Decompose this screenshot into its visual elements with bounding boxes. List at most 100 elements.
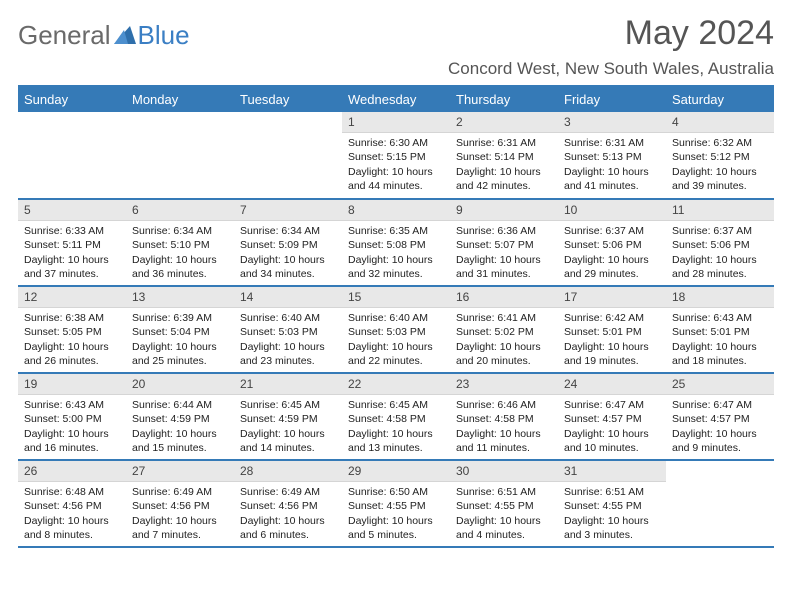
daylight-text: Daylight: 10 hours and 14 minutes. bbox=[240, 427, 336, 455]
daylight-text: Daylight: 10 hours and 13 minutes. bbox=[348, 427, 444, 455]
day-body: Sunrise: 6:49 AMSunset: 4:56 PMDaylight:… bbox=[126, 482, 234, 545]
calendar-cell: 27Sunrise: 6:49 AMSunset: 4:56 PMDayligh… bbox=[126, 460, 234, 546]
day-body: Sunrise: 6:45 AMSunset: 4:59 PMDaylight:… bbox=[234, 395, 342, 458]
day-number: 24 bbox=[558, 374, 666, 395]
weekday-header: Tuesday bbox=[234, 87, 342, 112]
sunset-text: Sunset: 4:56 PM bbox=[240, 499, 336, 513]
sunset-text: Sunset: 4:55 PM bbox=[348, 499, 444, 513]
day-body: Sunrise: 6:40 AMSunset: 5:03 PMDaylight:… bbox=[342, 308, 450, 371]
daylight-text: Daylight: 10 hours and 20 minutes. bbox=[456, 340, 552, 368]
day-number: 27 bbox=[126, 461, 234, 482]
daylight-text: Daylight: 10 hours and 18 minutes. bbox=[672, 340, 768, 368]
calendar-cell: 19Sunrise: 6:43 AMSunset: 5:00 PMDayligh… bbox=[18, 373, 126, 459]
sunset-text: Sunset: 5:00 PM bbox=[24, 412, 120, 426]
sunset-text: Sunset: 5:06 PM bbox=[564, 238, 660, 252]
sunset-text: Sunset: 5:09 PM bbox=[240, 238, 336, 252]
sunrise-text: Sunrise: 6:44 AM bbox=[132, 398, 228, 412]
daylight-text: Daylight: 10 hours and 34 minutes. bbox=[240, 253, 336, 281]
calendar-cell: 29Sunrise: 6:50 AMSunset: 4:55 PMDayligh… bbox=[342, 460, 450, 546]
sunrise-text: Sunrise: 6:32 AM bbox=[672, 136, 768, 150]
day-number: 22 bbox=[342, 374, 450, 395]
day-body: Sunrise: 6:39 AMSunset: 5:04 PMDaylight:… bbox=[126, 308, 234, 371]
sunset-text: Sunset: 4:56 PM bbox=[132, 499, 228, 513]
calendar-cell: 10Sunrise: 6:37 AMSunset: 5:06 PMDayligh… bbox=[558, 199, 666, 285]
daylight-text: Daylight: 10 hours and 22 minutes. bbox=[348, 340, 444, 368]
day-number: 3 bbox=[558, 112, 666, 133]
calendar-cell: 31Sunrise: 6:51 AMSunset: 4:55 PMDayligh… bbox=[558, 460, 666, 546]
sunrise-text: Sunrise: 6:31 AM bbox=[456, 136, 552, 150]
sunset-text: Sunset: 4:58 PM bbox=[456, 412, 552, 426]
calendar-cell: 25Sunrise: 6:47 AMSunset: 4:57 PMDayligh… bbox=[666, 373, 774, 459]
calendar-row: 26Sunrise: 6:48 AMSunset: 4:56 PMDayligh… bbox=[18, 460, 774, 546]
sunset-text: Sunset: 4:55 PM bbox=[456, 499, 552, 513]
sunset-text: Sunset: 4:57 PM bbox=[672, 412, 768, 426]
weekday-header: Saturday bbox=[666, 87, 774, 112]
daylight-text: Daylight: 10 hours and 39 minutes. bbox=[672, 165, 768, 193]
daylight-text: Daylight: 10 hours and 23 minutes. bbox=[240, 340, 336, 368]
day-number: 15 bbox=[342, 287, 450, 308]
day-number: 1 bbox=[342, 112, 450, 133]
day-number: 6 bbox=[126, 200, 234, 221]
sunrise-text: Sunrise: 6:45 AM bbox=[348, 398, 444, 412]
sunrise-text: Sunrise: 6:49 AM bbox=[240, 485, 336, 499]
calendar-cell bbox=[234, 112, 342, 198]
day-number: 9 bbox=[450, 200, 558, 221]
day-number: 10 bbox=[558, 200, 666, 221]
daylight-text: Daylight: 10 hours and 37 minutes. bbox=[24, 253, 120, 281]
day-number: 19 bbox=[18, 374, 126, 395]
calendar-cell: 24Sunrise: 6:47 AMSunset: 4:57 PMDayligh… bbox=[558, 373, 666, 459]
calendar-cell: 8Sunrise: 6:35 AMSunset: 5:08 PMDaylight… bbox=[342, 199, 450, 285]
calendar-cell: 3Sunrise: 6:31 AMSunset: 5:13 PMDaylight… bbox=[558, 112, 666, 198]
daylight-text: Daylight: 10 hours and 41 minutes. bbox=[564, 165, 660, 193]
day-number: 7 bbox=[234, 200, 342, 221]
sunset-text: Sunset: 4:59 PM bbox=[132, 412, 228, 426]
sunrise-text: Sunrise: 6:37 AM bbox=[672, 224, 768, 238]
daylight-text: Daylight: 10 hours and 11 minutes. bbox=[456, 427, 552, 455]
daylight-text: Daylight: 10 hours and 9 minutes. bbox=[672, 427, 768, 455]
calendar-cell: 21Sunrise: 6:45 AMSunset: 4:59 PMDayligh… bbox=[234, 373, 342, 459]
daylight-text: Daylight: 10 hours and 4 minutes. bbox=[456, 514, 552, 542]
calendar-cell: 16Sunrise: 6:41 AMSunset: 5:02 PMDayligh… bbox=[450, 286, 558, 372]
sunset-text: Sunset: 4:55 PM bbox=[564, 499, 660, 513]
sunset-text: Sunset: 5:14 PM bbox=[456, 150, 552, 164]
day-body: Sunrise: 6:37 AMSunset: 5:06 PMDaylight:… bbox=[666, 221, 774, 284]
calendar-cell bbox=[666, 460, 774, 546]
daylight-text: Daylight: 10 hours and 3 minutes. bbox=[564, 514, 660, 542]
calendar-cell: 12Sunrise: 6:38 AMSunset: 5:05 PMDayligh… bbox=[18, 286, 126, 372]
sunrise-text: Sunrise: 6:46 AM bbox=[456, 398, 552, 412]
calendar-cell: 28Sunrise: 6:49 AMSunset: 4:56 PMDayligh… bbox=[234, 460, 342, 546]
sunset-text: Sunset: 5:10 PM bbox=[132, 238, 228, 252]
sunrise-text: Sunrise: 6:39 AM bbox=[132, 311, 228, 325]
day-number: 12 bbox=[18, 287, 126, 308]
day-number: 2 bbox=[450, 112, 558, 133]
daylight-text: Daylight: 10 hours and 32 minutes. bbox=[348, 253, 444, 281]
calendar-cell: 6Sunrise: 6:34 AMSunset: 5:10 PMDaylight… bbox=[126, 199, 234, 285]
calendar-cell: 2Sunrise: 6:31 AMSunset: 5:14 PMDaylight… bbox=[450, 112, 558, 198]
sunset-text: Sunset: 5:13 PM bbox=[564, 150, 660, 164]
calendar-cell: 30Sunrise: 6:51 AMSunset: 4:55 PMDayligh… bbox=[450, 460, 558, 546]
sunset-text: Sunset: 4:57 PM bbox=[564, 412, 660, 426]
day-number: 14 bbox=[234, 287, 342, 308]
sunrise-text: Sunrise: 6:30 AM bbox=[348, 136, 444, 150]
sunrise-text: Sunrise: 6:47 AM bbox=[672, 398, 768, 412]
day-body: Sunrise: 6:47 AMSunset: 4:57 PMDaylight:… bbox=[666, 395, 774, 458]
header: General Blue May 2024 Concord West, New … bbox=[18, 14, 774, 79]
sunset-text: Sunset: 5:01 PM bbox=[564, 325, 660, 339]
calendar-body: 1Sunrise: 6:30 AMSunset: 5:15 PMDaylight… bbox=[18, 112, 774, 547]
day-number: 5 bbox=[18, 200, 126, 221]
day-number: 11 bbox=[666, 200, 774, 221]
sunset-text: Sunset: 5:03 PM bbox=[348, 325, 444, 339]
day-number: 31 bbox=[558, 461, 666, 482]
logo-text-1: General bbox=[18, 20, 111, 51]
day-number: 29 bbox=[342, 461, 450, 482]
sunrise-text: Sunrise: 6:40 AM bbox=[348, 311, 444, 325]
day-number bbox=[234, 112, 342, 116]
day-body: Sunrise: 6:34 AMSunset: 5:10 PMDaylight:… bbox=[126, 221, 234, 284]
sunset-text: Sunset: 5:11 PM bbox=[24, 238, 120, 252]
day-body: Sunrise: 6:42 AMSunset: 5:01 PMDaylight:… bbox=[558, 308, 666, 371]
day-body: Sunrise: 6:47 AMSunset: 4:57 PMDaylight:… bbox=[558, 395, 666, 458]
sunset-text: Sunset: 5:03 PM bbox=[240, 325, 336, 339]
day-body: Sunrise: 6:41 AMSunset: 5:02 PMDaylight:… bbox=[450, 308, 558, 371]
sunrise-text: Sunrise: 6:40 AM bbox=[240, 311, 336, 325]
daylight-text: Daylight: 10 hours and 7 minutes. bbox=[132, 514, 228, 542]
